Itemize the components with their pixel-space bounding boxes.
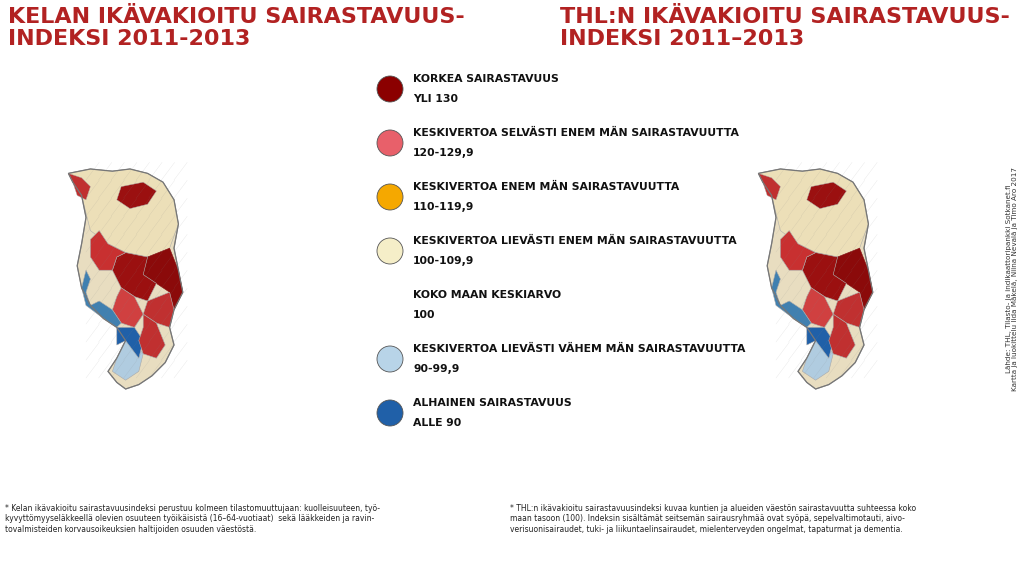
Polygon shape bbox=[113, 252, 157, 301]
Text: YLI 130: YLI 130 bbox=[413, 94, 458, 104]
Text: 100: 100 bbox=[413, 310, 435, 320]
Text: KORKEA SAIRASTAVUUS: KORKEA SAIRASTAVUUS bbox=[413, 74, 559, 84]
Polygon shape bbox=[113, 340, 143, 380]
Text: KESKIVERTOA LIEVÄSTI ENEM MÄN SAIRASTAVUUTTA: KESKIVERTOA LIEVÄSTI ENEM MÄN SAIRASTAVU… bbox=[413, 236, 736, 246]
Text: * Kelan ikävakioitu sairastavuusindeksi perustuu kolmeen tilastomuuttujaan: kuol: * Kelan ikävakioitu sairastavuusindeksi … bbox=[5, 504, 380, 534]
Polygon shape bbox=[139, 314, 165, 358]
Text: KOKO MAAN KESKIARVO: KOKO MAAN KESKIARVO bbox=[413, 290, 561, 300]
Polygon shape bbox=[780, 230, 815, 270]
Circle shape bbox=[377, 346, 403, 372]
Polygon shape bbox=[803, 252, 847, 301]
Polygon shape bbox=[807, 182, 847, 208]
Polygon shape bbox=[834, 292, 864, 327]
Polygon shape bbox=[759, 169, 868, 257]
Polygon shape bbox=[143, 248, 183, 310]
Polygon shape bbox=[803, 340, 834, 380]
Text: 120-129,9: 120-129,9 bbox=[413, 148, 475, 158]
Circle shape bbox=[377, 76, 403, 102]
Polygon shape bbox=[834, 248, 872, 310]
Polygon shape bbox=[113, 288, 143, 327]
Text: THL:N IKÄVAKIOITU SAIRASTAVUUS-
INDEKSI 2011–2013: THL:N IKÄVAKIOITU SAIRASTAVUUS- INDEKSI … bbox=[560, 7, 1010, 49]
Text: KELAN IKÄVAKIOITU SAIRASTAVUUS-
INDEKSI 2011-2013: KELAN IKÄVAKIOITU SAIRASTAVUUS- INDEKSI … bbox=[8, 7, 465, 49]
Text: KESKIVERTOA ENEM MÄN SAIRASTAVUUTTA: KESKIVERTOA ENEM MÄN SAIRASTAVUUTTA bbox=[413, 182, 679, 192]
Circle shape bbox=[377, 184, 403, 210]
Polygon shape bbox=[69, 173, 90, 200]
Polygon shape bbox=[803, 288, 834, 327]
Text: ALLE 90: ALLE 90 bbox=[413, 418, 461, 428]
Polygon shape bbox=[117, 327, 143, 358]
Text: KESKIVERTOA LIEVÄSTI VÄHEM MÄN SAIRASTAVUUTTA: KESKIVERTOA LIEVÄSTI VÄHEM MÄN SAIRASTAV… bbox=[413, 344, 745, 354]
Polygon shape bbox=[117, 182, 157, 208]
Text: 100-109,9: 100-109,9 bbox=[413, 256, 474, 266]
Polygon shape bbox=[143, 292, 174, 327]
Polygon shape bbox=[69, 169, 183, 389]
Text: KESKIVERTOA SELVÄSTI ENEM MÄN SAIRASTAVUUTTA: KESKIVERTOA SELVÄSTI ENEM MÄN SAIRASTAVU… bbox=[413, 128, 739, 138]
Text: 90-99,9: 90-99,9 bbox=[413, 364, 460, 374]
Circle shape bbox=[377, 130, 403, 156]
Polygon shape bbox=[90, 230, 126, 270]
Polygon shape bbox=[828, 314, 855, 358]
Circle shape bbox=[377, 400, 403, 426]
Polygon shape bbox=[807, 327, 834, 358]
Polygon shape bbox=[759, 173, 780, 200]
Text: Lähde: THL, Tilasto- ja indikaattoripankki Sotkanet.fi
Kartta ja luokittelu Iida: Lähde: THL, Tilasto- ja indikaattoripank… bbox=[1006, 167, 1019, 391]
Text: * THL:n ikävakioitu sairastavuusindeksi kuvaa kuntien ja alueiden väestön sairas: * THL:n ikävakioitu sairastavuusindeksi … bbox=[510, 504, 916, 534]
Circle shape bbox=[377, 238, 403, 264]
Text: 110-119,9: 110-119,9 bbox=[413, 202, 474, 212]
Polygon shape bbox=[772, 270, 811, 327]
Polygon shape bbox=[82, 270, 121, 327]
Polygon shape bbox=[759, 169, 872, 389]
Polygon shape bbox=[69, 169, 178, 257]
Text: ALHAINEN SAIRASTAVUUS: ALHAINEN SAIRASTAVUUS bbox=[413, 398, 571, 408]
